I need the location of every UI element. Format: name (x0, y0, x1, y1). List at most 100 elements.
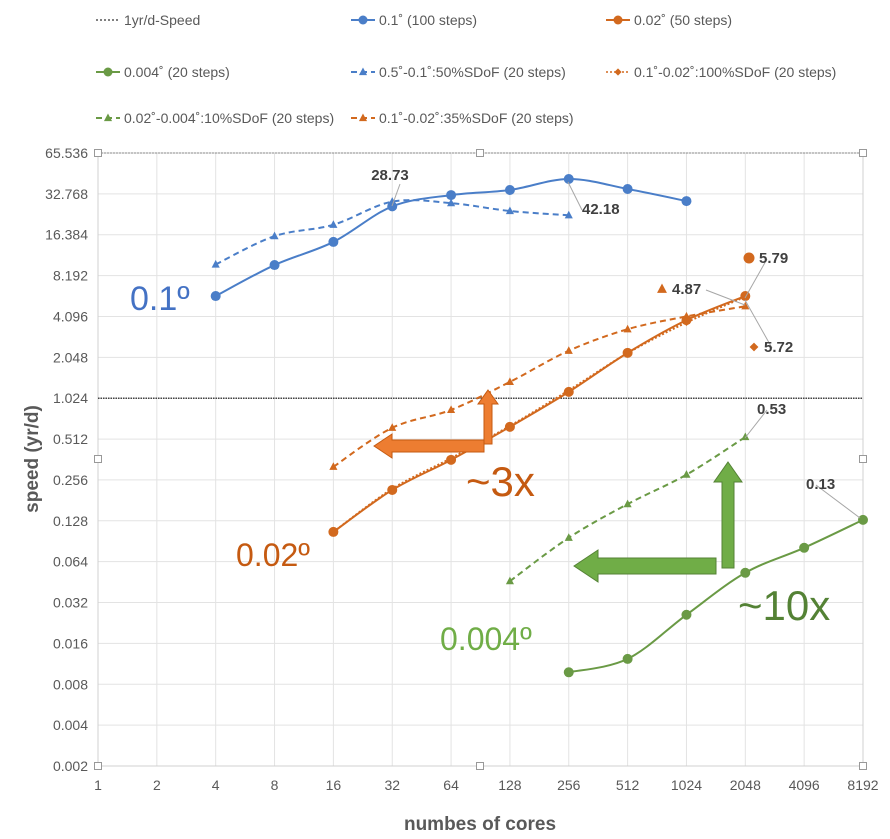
selection-handle[interactable] (859, 455, 867, 463)
x-tick-label: 128 (498, 777, 522, 793)
legend-item[interactable]: 0.02˚-0.004˚:10%SDoF (20 steps) (96, 110, 334, 126)
legend-item[interactable]: 0.5˚-0.1˚:50%SDoF (20 steps) (351, 64, 566, 80)
data-label: 42.18 (567, 181, 620, 218)
legend-item[interactable]: 0.1˚-0.02˚:100%SDoF (20 steps) (606, 64, 836, 80)
legend-label: 0.1˚-0.02˚:35%SDoF (20 steps) (379, 110, 574, 126)
data-point (858, 514, 868, 525)
data-point (564, 533, 573, 541)
data-point (563, 667, 574, 678)
y-tick-label: 0.512 (53, 431, 88, 447)
data-point (622, 653, 633, 664)
data-point (447, 198, 456, 207)
data-point (741, 432, 750, 441)
leader-line (705, 289, 746, 306)
y-tick-label: 16.384 (45, 227, 88, 243)
data-labels: 28.73 42.18 5.79 4.87 5.72 0.53 0.13 (371, 167, 861, 519)
left-arrow-green (573, 549, 717, 583)
data-point (506, 422, 514, 430)
data-label-text: 5.79 (759, 250, 788, 267)
x-tick-label: 8 (271, 777, 279, 793)
y-tick-label: 32.768 (45, 186, 88, 202)
x-tick-label: 64 (443, 777, 459, 793)
selection-handle[interactable] (859, 762, 867, 770)
legend-item[interactable]: 0.004˚ (20 steps) (96, 64, 230, 80)
leader-line (815, 484, 861, 519)
y-axis-title: speed (yr/d) (22, 405, 43, 513)
selection-handle[interactable] (859, 149, 867, 157)
data-label-text: 4.87 (672, 281, 701, 298)
data-point (505, 576, 514, 585)
data-point (565, 386, 573, 394)
legend-marker (358, 113, 368, 122)
leader-line (744, 409, 768, 439)
legend-item[interactable]: 0.1˚ (100 steps) (351, 12, 477, 28)
label-marker (743, 252, 755, 264)
legend-item[interactable]: 1yr/d-Speed (96, 12, 200, 28)
data-point (329, 528, 337, 536)
y-tick-label: 0.004 (53, 717, 88, 733)
legend: 1yr/d-Speed 0.1˚ (100 steps) 0.02˚ (50 ste… (96, 12, 836, 126)
data-label: 28.73 (371, 167, 409, 207)
data-point (563, 173, 574, 184)
series-line (332, 295, 746, 533)
series-2 (563, 514, 868, 678)
data-point (623, 324, 632, 333)
data-point (505, 377, 514, 386)
annotation-text: ~10x (738, 582, 830, 629)
annotation-text: ~3x (466, 458, 535, 505)
data-point (741, 301, 750, 310)
data-point (624, 349, 632, 357)
series-group (210, 173, 868, 678)
selection-handle[interactable] (94, 762, 102, 770)
legend-item[interactable]: 0.1˚-0.02˚:35%SDoF (20 steps) (351, 110, 574, 126)
y-tick-label: 65.536 (45, 145, 88, 161)
legend-item[interactable]: 0.02˚ (50 steps) (606, 12, 732, 28)
x-tick-label: 512 (616, 777, 640, 793)
legend-marker (613, 15, 623, 25)
y-tick-label: 4.096 (53, 308, 88, 324)
data-point (682, 311, 691, 320)
x-tick-label: 2048 (730, 777, 761, 793)
selection-handle[interactable] (476, 762, 484, 770)
data-point (270, 231, 279, 240)
series-5 (505, 432, 750, 585)
leader-line (567, 181, 583, 211)
data-point (681, 196, 692, 207)
legend-marker (103, 113, 113, 122)
x-tick-label: 1024 (671, 777, 702, 793)
y-tick-label: 8.192 (53, 268, 88, 284)
y-tick-label: 0.016 (53, 635, 88, 651)
y-tick-label: 0.064 (53, 554, 88, 570)
y-tick-label: 0.002 (53, 758, 88, 774)
x-tick-label: 32 (384, 777, 400, 793)
x-tick-label: 4096 (789, 777, 820, 793)
data-point (682, 470, 691, 478)
y-tick-label: 2.048 (53, 349, 88, 365)
data-point (799, 542, 810, 553)
data-point (681, 609, 692, 620)
selection-handle[interactable] (94, 149, 102, 157)
data-point (682, 318, 691, 327)
selection-handle[interactable] (94, 455, 102, 463)
x-tick-label: 16 (326, 777, 342, 793)
x-tick-label: 256 (557, 777, 581, 793)
y-tick-label: 0.008 (53, 676, 88, 692)
data-point (388, 485, 396, 493)
legend-marker (358, 67, 368, 76)
legend-label: 0.1˚-0.02˚:100%SDoF (20 steps) (634, 64, 836, 80)
selection-handle[interactable] (476, 149, 484, 157)
leader-line (744, 258, 768, 299)
up-arrow-green (713, 461, 743, 569)
legend-label: 0.004˚ (20 steps) (124, 64, 230, 80)
legend-label: 0.02˚-0.004˚:10%SDoF (20 steps) (124, 110, 334, 126)
data-label: 4.87 (657, 281, 746, 306)
data-point (210, 291, 221, 302)
data-label-text: 0.13 (806, 476, 835, 493)
data-point (505, 206, 514, 215)
y-tick-label: 1.024 (53, 390, 88, 406)
data-label-text: 5.72 (764, 339, 793, 356)
data-label: 5.79 (743, 250, 788, 299)
data-point (328, 236, 339, 247)
